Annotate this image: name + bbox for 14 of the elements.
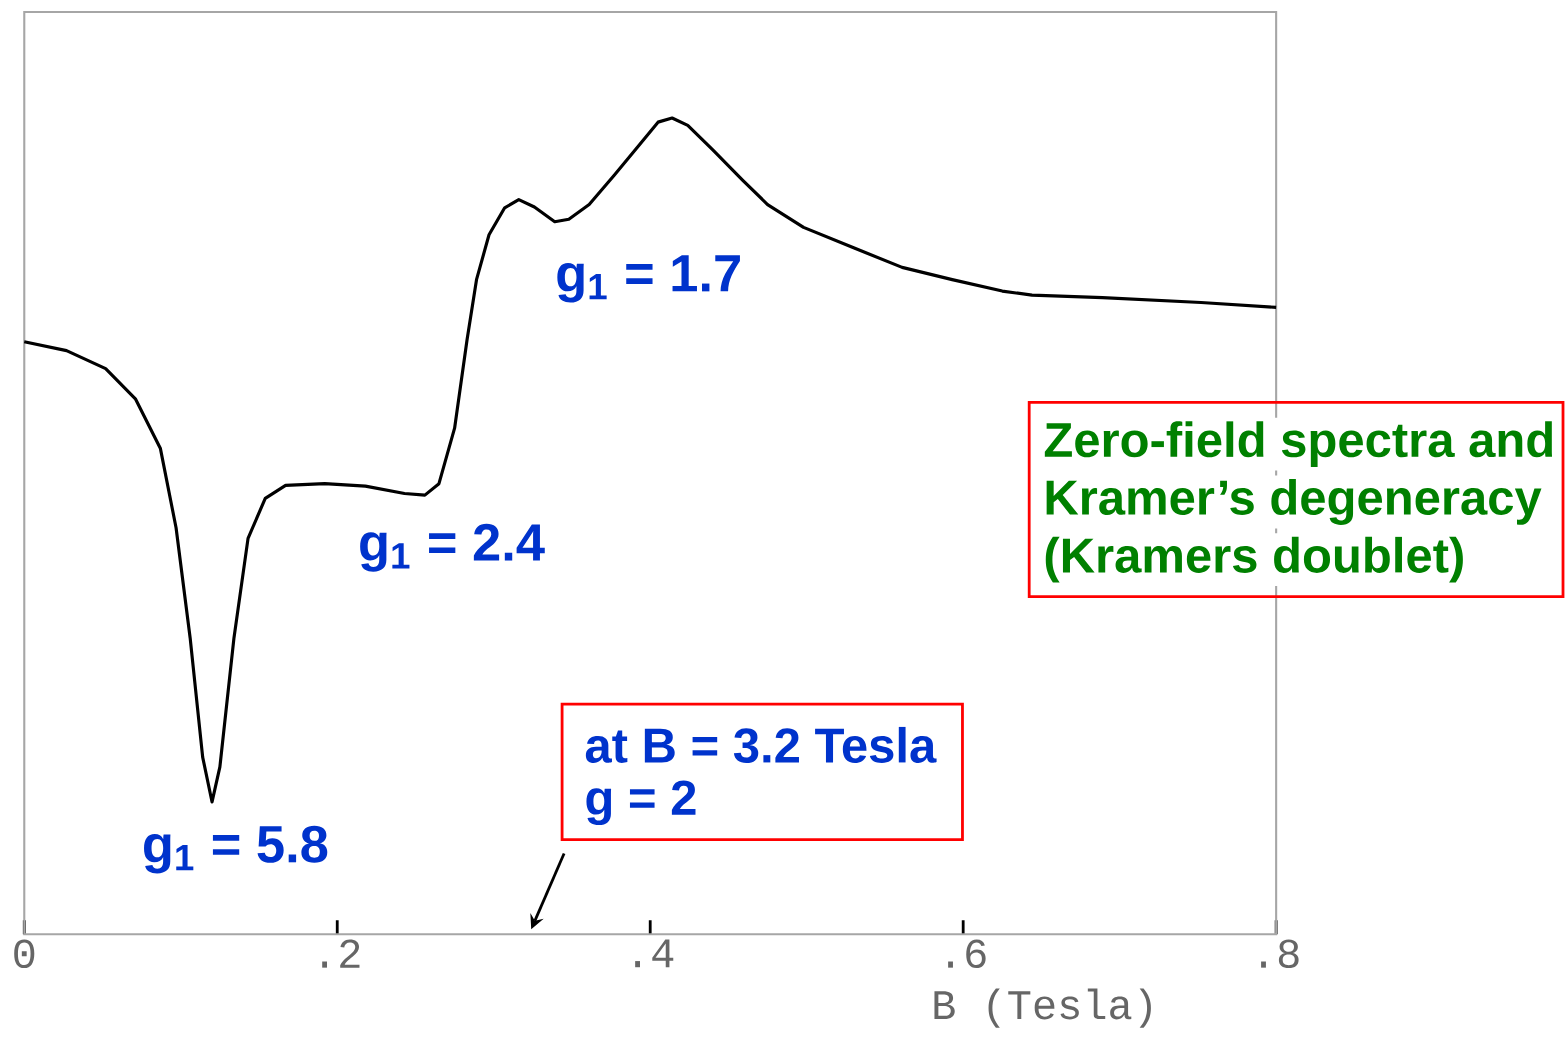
x-tick-label: 0 [14, 939, 35, 968]
annotation: Zero-field spectra and [1044, 421, 1553, 467]
annotation: g$_{1}$ = 1.7 [557, 255, 740, 303]
x-tick-label: .8 [1261, 939, 1299, 968]
annotation: at B = 3.2 Tesla [585, 726, 937, 763]
annotation: g$_{1}$ = 5.8 [144, 825, 328, 874]
x-tick-label: .4 [635, 939, 674, 968]
annotation: g = 2 [586, 780, 696, 825]
annotation: Kramer’s degeneracy [1046, 478, 1542, 525]
annotation: (Kramers doublet) [1045, 536, 1463, 583]
annotation: g$_{1}$ = 2.4 [360, 523, 545, 572]
x-tick-label: .6 [948, 939, 986, 968]
x-axis-title: B (Tesla) [934, 988, 1151, 1028]
x-tick-label: .2 [322, 939, 360, 968]
